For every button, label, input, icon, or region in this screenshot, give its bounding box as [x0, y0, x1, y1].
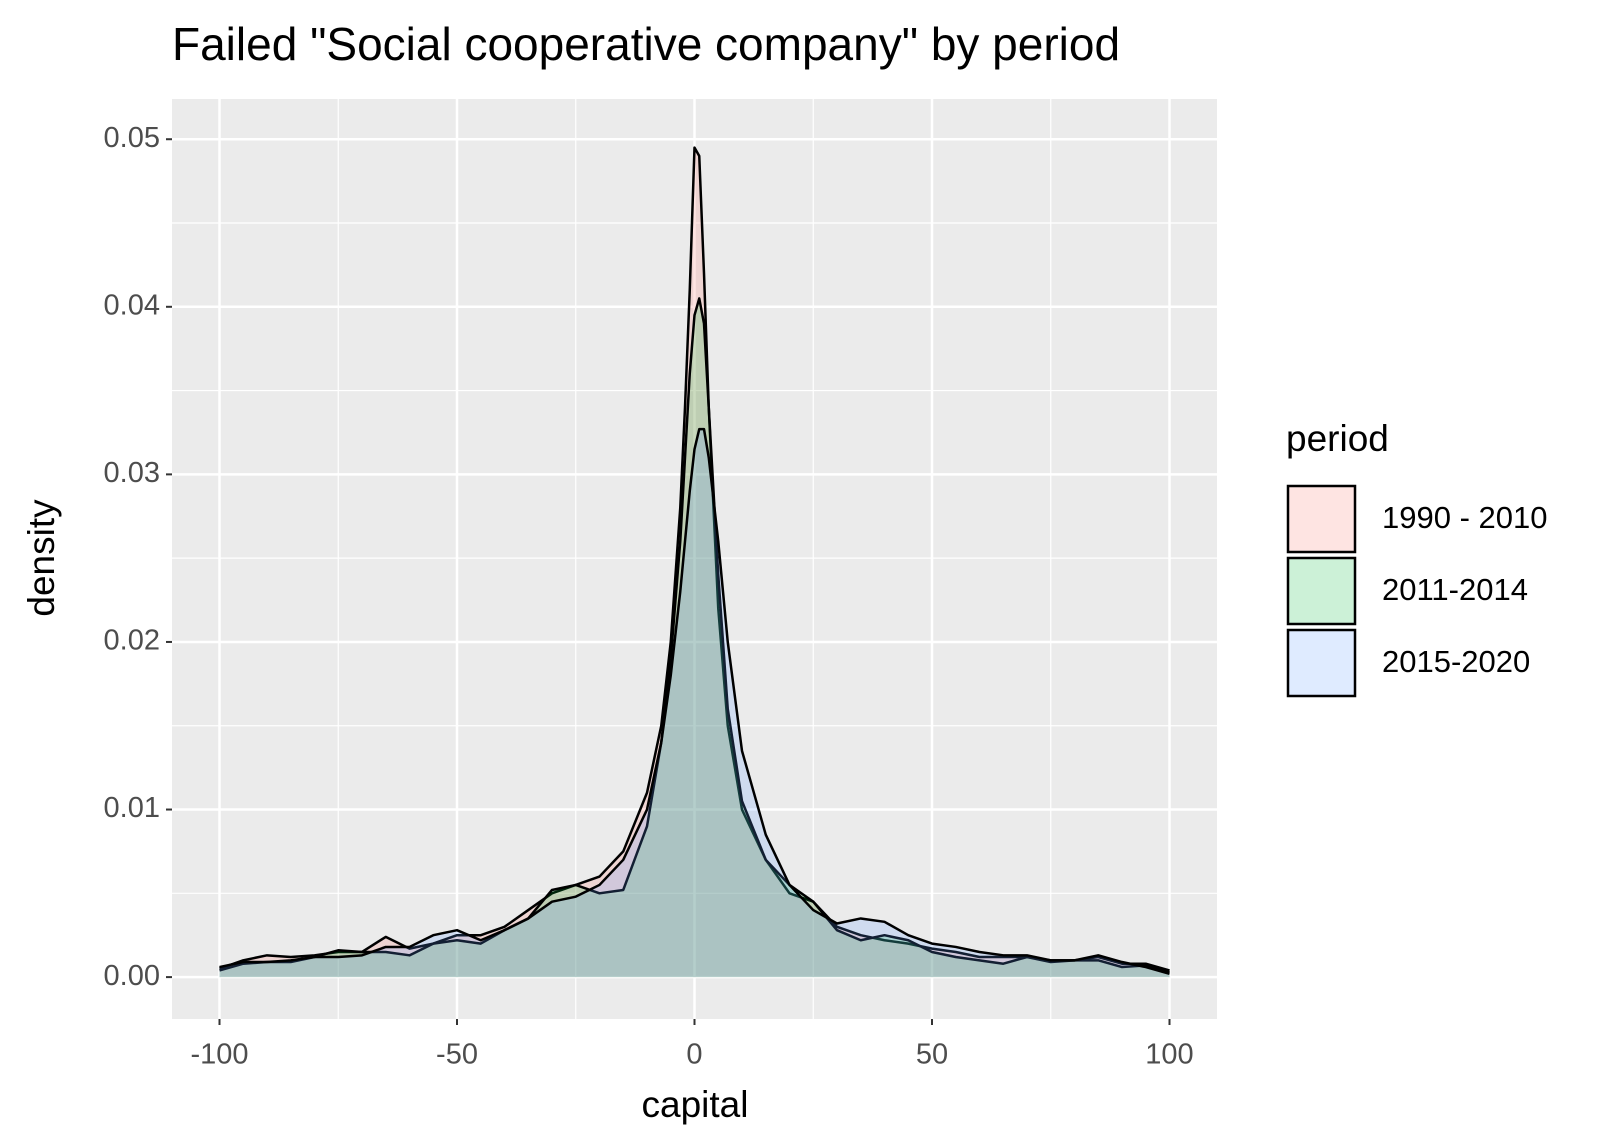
legend-key	[1286, 556, 1357, 626]
x-tick-label: 50	[916, 1039, 948, 1071]
density-area	[219, 147, 1170, 978]
legend-key-bg	[1288, 558, 1355, 624]
legend-label: 2011-2014	[1382, 572, 1528, 607]
x-tick-label: -50	[436, 1039, 478, 1071]
density-area	[219, 298, 1170, 978]
x-tick-label: 100	[1145, 1039, 1193, 1071]
y-axis-title: density	[21, 499, 62, 617]
legend-key-bg	[1288, 630, 1355, 696]
density-line	[219, 427, 1170, 975]
x-tick-label: 0	[686, 1039, 702, 1071]
y-tick-label: 0.02	[104, 625, 160, 657]
y-tick-label: 0.01	[104, 792, 160, 824]
x-axis-title: capital	[642, 1084, 749, 1125]
x-tick-label: -100	[190, 1039, 248, 1071]
chart-title: Failed "Social cooperative company" by p…	[172, 18, 1120, 70]
legend-label: 1990 - 2010	[1382, 500, 1547, 535]
y-tick-label: 0.04	[104, 289, 160, 321]
y-tick-label: 0.05	[104, 122, 160, 154]
legend-label: 2015-2020	[1382, 644, 1530, 679]
legend-key-bg	[1288, 486, 1355, 552]
legend-key	[1286, 484, 1357, 554]
density-area	[219, 429, 1170, 978]
legend-key	[1286, 628, 1357, 698]
y-tick-label: 0.03	[104, 457, 160, 489]
legend-title: period	[1286, 418, 1389, 459]
density-line	[219, 146, 1170, 972]
y-tick-label: 0.00	[104, 960, 160, 992]
density-line	[219, 297, 1170, 974]
